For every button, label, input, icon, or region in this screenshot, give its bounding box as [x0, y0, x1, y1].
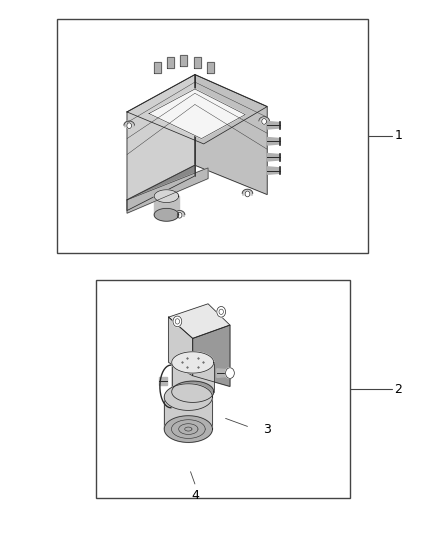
- Circle shape: [226, 368, 234, 378]
- Circle shape: [262, 118, 266, 124]
- Text: 2: 2: [394, 383, 402, 395]
- Polygon shape: [154, 208, 179, 221]
- Polygon shape: [124, 121, 134, 126]
- Polygon shape: [172, 381, 214, 402]
- Text: 4: 4: [191, 489, 199, 502]
- Polygon shape: [267, 122, 280, 129]
- Polygon shape: [217, 369, 230, 377]
- Polygon shape: [180, 55, 187, 66]
- Polygon shape: [164, 416, 212, 442]
- Bar: [96, 280, 350, 498]
- Polygon shape: [159, 377, 167, 385]
- Polygon shape: [154, 196, 179, 215]
- Polygon shape: [127, 165, 195, 211]
- Polygon shape: [164, 384, 212, 410]
- Polygon shape: [127, 168, 208, 213]
- Polygon shape: [194, 57, 201, 68]
- Circle shape: [245, 191, 250, 197]
- Polygon shape: [174, 211, 185, 216]
- Text: 3: 3: [263, 423, 271, 435]
- Polygon shape: [149, 89, 245, 139]
- Polygon shape: [167, 57, 174, 68]
- Polygon shape: [267, 138, 280, 145]
- Circle shape: [127, 123, 131, 128]
- Polygon shape: [172, 352, 214, 373]
- Polygon shape: [169, 317, 193, 376]
- Polygon shape: [267, 167, 280, 174]
- Polygon shape: [195, 75, 267, 195]
- Circle shape: [217, 306, 226, 317]
- Polygon shape: [127, 75, 195, 200]
- Polygon shape: [164, 391, 212, 429]
- Polygon shape: [242, 189, 253, 195]
- Circle shape: [173, 316, 182, 327]
- Polygon shape: [193, 325, 230, 386]
- Polygon shape: [267, 154, 280, 161]
- Polygon shape: [172, 357, 214, 392]
- Polygon shape: [169, 304, 230, 338]
- Polygon shape: [154, 62, 161, 73]
- Polygon shape: [154, 190, 179, 203]
- Polygon shape: [207, 62, 214, 73]
- Polygon shape: [259, 117, 269, 122]
- Polygon shape: [88, 29, 337, 216]
- Bar: [57, 19, 368, 253]
- Circle shape: [177, 212, 182, 218]
- Polygon shape: [127, 75, 267, 144]
- Text: 1: 1: [394, 130, 402, 142]
